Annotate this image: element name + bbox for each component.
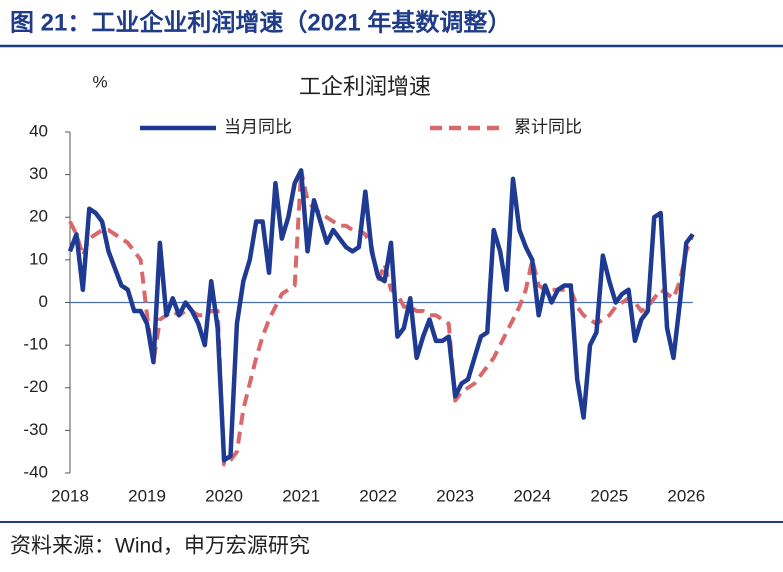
series-line: [67, 168, 695, 463]
series-line: [68, 168, 695, 467]
x-tick-label: 2020: [205, 486, 243, 505]
y-tick-label: 10: [29, 249, 48, 268]
y-tick-label: 20: [29, 207, 48, 226]
header-title: 图 21：工业企业利润增速（2021 年基数调整）: [10, 8, 511, 36]
chart-title: 工企利润增速: [299, 74, 431, 99]
y-tick-label: -30: [23, 420, 48, 439]
x-tick-label: 2021: [282, 486, 320, 505]
y-tick-label: 30: [29, 164, 48, 183]
y-tick-label: -20: [23, 377, 48, 396]
x-tick-label: 2022: [359, 486, 397, 505]
x-tick-label: 2023: [436, 486, 474, 505]
x-tick-label: 2018: [51, 486, 89, 505]
y-tick-label: -10: [23, 335, 48, 354]
y-tick-label: -40: [23, 462, 48, 481]
x-tick-label: 2025: [590, 486, 628, 505]
x-tick-label: 2026: [667, 486, 705, 505]
legend-label: 累计同比: [514, 117, 582, 136]
x-tick-label: 2019: [128, 486, 166, 505]
source-note: 资料来源：Wind，申万宏源研究: [10, 535, 310, 558]
y-tick-label: 40: [29, 121, 48, 140]
y-axis-unit: %: [92, 72, 107, 91]
x-tick-label: 2024: [513, 486, 551, 505]
legend-label: 当月同比: [224, 117, 292, 136]
y-tick-label: 0: [39, 292, 48, 311]
